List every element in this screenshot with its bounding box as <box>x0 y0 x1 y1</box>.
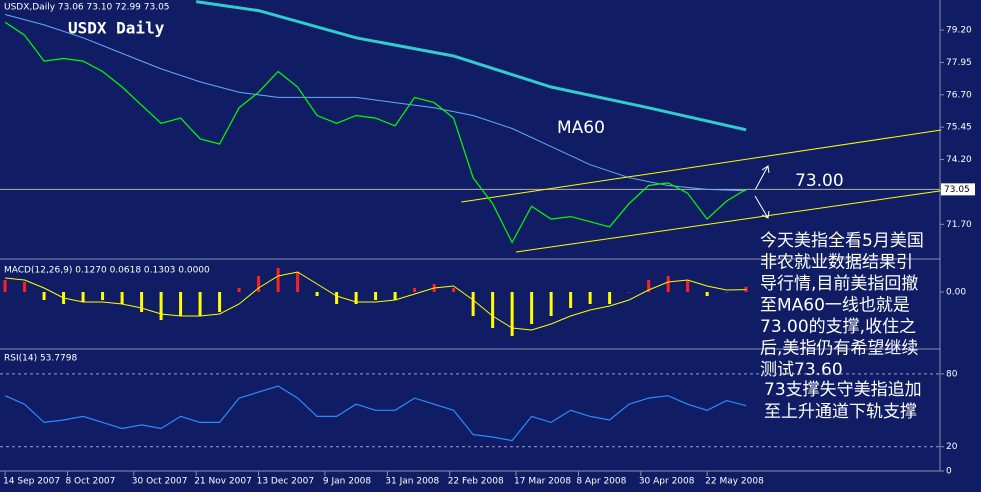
histogram-bar <box>81 292 85 302</box>
arrow <box>754 165 770 191</box>
trend-line <box>461 129 942 203</box>
x-tick-label: 30 Apr 2008 <box>639 477 695 487</box>
trend-line <box>515 190 942 253</box>
histogram-bar <box>608 292 612 304</box>
histogram-bar <box>140 292 144 312</box>
histogram-bar <box>42 292 46 300</box>
histogram-bar <box>491 292 495 328</box>
histogram-bar <box>335 292 339 304</box>
histogram-bar <box>120 292 124 304</box>
note-text: 至上升通道下轨支撑 <box>764 402 917 422</box>
note-text: 导行情,目前美指回撤 <box>760 274 918 294</box>
histogram-bar <box>705 292 709 296</box>
histogram-bar <box>744 286 748 292</box>
histogram-bar <box>647 280 651 292</box>
x-tick-label: 31 Jan 2008 <box>385 477 439 487</box>
note-text: 73.00的支撑,收住之 <box>760 317 916 337</box>
price-line <box>4 385 747 442</box>
histogram-bar <box>725 292 729 293</box>
histogram-bar <box>23 282 27 292</box>
y-tick-label: 77.95 <box>946 58 972 68</box>
histogram-bar <box>569 292 573 308</box>
y-tick-label: 79.20 <box>946 26 972 36</box>
histogram-bar <box>257 276 261 292</box>
histogram-bar <box>530 292 534 324</box>
histogram-bar <box>549 292 553 316</box>
panel-title: RSI(14) 53.7798 <box>4 354 77 364</box>
histogram-bar <box>510 292 514 336</box>
x-tick-label: 22 May 2008 <box>705 477 764 487</box>
histogram-bar <box>686 280 690 292</box>
note-text: 今天美指全看5月美国 <box>760 231 924 251</box>
price-line <box>4 21 747 244</box>
moving-average <box>4 14 747 192</box>
note-text: 测试73.60 <box>760 360 843 380</box>
note-text: 后,美指仍有希望继续 <box>760 339 918 359</box>
x-tick-label: 30 Oct 2007 <box>132 477 188 487</box>
histogram-bar <box>413 288 417 292</box>
annotation: MA60 <box>557 118 605 138</box>
histogram-bar <box>3 280 7 292</box>
moving-average <box>195 0 747 132</box>
x-tick-label: 9 Jan 2008 <box>323 477 371 487</box>
histogram-bar <box>276 268 280 292</box>
note-text: 至MA60一线也就是 <box>760 296 910 316</box>
histogram-bar <box>374 292 378 300</box>
x-tick-label: 14 Sep 2007 <box>3 477 60 487</box>
x-tick-label: 22 Feb 2008 <box>448 477 504 487</box>
annotation: 73.00 <box>795 171 844 191</box>
y-tick-label: 75.45 <box>946 123 972 133</box>
histogram-bar <box>393 292 397 300</box>
y-tick-label: 76.70 <box>946 90 972 100</box>
note-text: 73支撑失守美指追加 <box>764 380 922 400</box>
signal-line <box>5 271 747 331</box>
x-tick-label: 8 Oct 2007 <box>65 477 115 487</box>
histogram-bar <box>159 292 163 320</box>
histogram-bar <box>218 292 222 312</box>
y-tick-label: 0 <box>946 467 952 477</box>
y-tick-label: 20 <box>946 442 958 452</box>
histogram-bar <box>101 292 105 300</box>
y-tick-label: 0.00 <box>946 288 966 298</box>
histogram-bar <box>588 292 592 304</box>
y-tick-label: 80 <box>946 369 958 379</box>
histogram-bar <box>315 292 319 296</box>
x-tick-label: 8 Apr 2008 <box>576 477 626 487</box>
x-tick-label: 21 Nov 2007 <box>194 477 252 487</box>
last-price-box <box>941 183 975 196</box>
note-text: 非农就业数据结果引 <box>760 253 913 273</box>
chart-title: USDX Daily <box>68 19 165 38</box>
y-tick-label: 71.70 <box>946 220 972 230</box>
histogram-bar <box>198 292 202 316</box>
histogram-bar <box>666 276 670 292</box>
last-price-label: 73.05 <box>944 185 970 195</box>
histogram-bar <box>296 272 300 292</box>
histogram-bar <box>237 288 241 292</box>
chart-subtitle: USDX,Daily 73.06 73.10 72.99 73.05 <box>4 3 170 13</box>
histogram-bar <box>179 292 183 316</box>
histogram-bar <box>452 288 456 292</box>
panel-title: MACD(12,26,9) 0.1270 0.0618 0.1303 0.000… <box>4 266 210 276</box>
histogram-bar <box>627 292 631 293</box>
histogram-bar <box>471 292 475 316</box>
y-tick-label: 74.20 <box>946 155 972 165</box>
x-tick-label: 13 Dec 2007 <box>257 477 315 487</box>
histogram-bar <box>354 292 358 304</box>
x-tick-label: 17 Mar 2008 <box>514 477 571 487</box>
